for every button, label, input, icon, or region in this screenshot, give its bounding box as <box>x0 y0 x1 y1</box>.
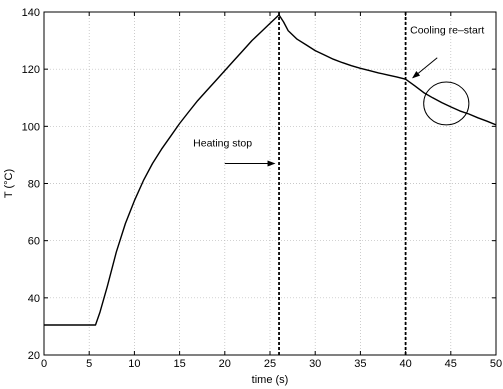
y-tick-label: 60 <box>28 236 40 248</box>
x-tick-label: 15 <box>173 358 185 370</box>
x-tick-label: 35 <box>354 358 366 370</box>
y-tick-labels: 20 40 60 80 100 120 140 <box>22 7 40 362</box>
x-tick-label: 40 <box>399 358 411 370</box>
x-tick-label: 5 <box>86 358 92 370</box>
vertical-markers <box>278 12 407 355</box>
highlight-ellipse <box>423 81 470 126</box>
x-tick-labels: 0 5 10 15 20 25 30 35 40 45 50 <box>41 358 502 370</box>
x-tick-label: 10 <box>128 358 140 370</box>
y-tick-label: 20 <box>28 350 40 362</box>
temperature-line <box>44 14 497 326</box>
y-axis-label: T (°C) <box>3 169 15 198</box>
annotations: Heating stop Cooling re–start <box>193 24 484 167</box>
y-tick-label: 100 <box>22 121 40 133</box>
grid <box>44 12 496 355</box>
series-group <box>44 14 497 326</box>
y-tick-label: 80 <box>28 179 40 191</box>
arrow-cooling-restart <box>412 57 438 79</box>
x-tick-label: 30 <box>309 358 321 370</box>
y-tick-label: 40 <box>28 293 40 305</box>
x-axis-label: time (s) <box>252 374 289 386</box>
x-tick-label: 20 <box>219 358 231 370</box>
x-tick-label: 45 <box>445 358 457 370</box>
annotation-heating-stop: Heating stop <box>193 137 252 149</box>
y-tick-label: 140 <box>22 7 40 19</box>
x-tick-label: 0 <box>41 358 47 370</box>
ticks <box>43 11 497 356</box>
x-tick-label: 25 <box>264 358 276 370</box>
x-tick-label: 50 <box>490 358 502 370</box>
annotation-cooling-restart: Cooling re–start <box>410 24 484 36</box>
y-tick-label: 120 <box>22 64 40 76</box>
